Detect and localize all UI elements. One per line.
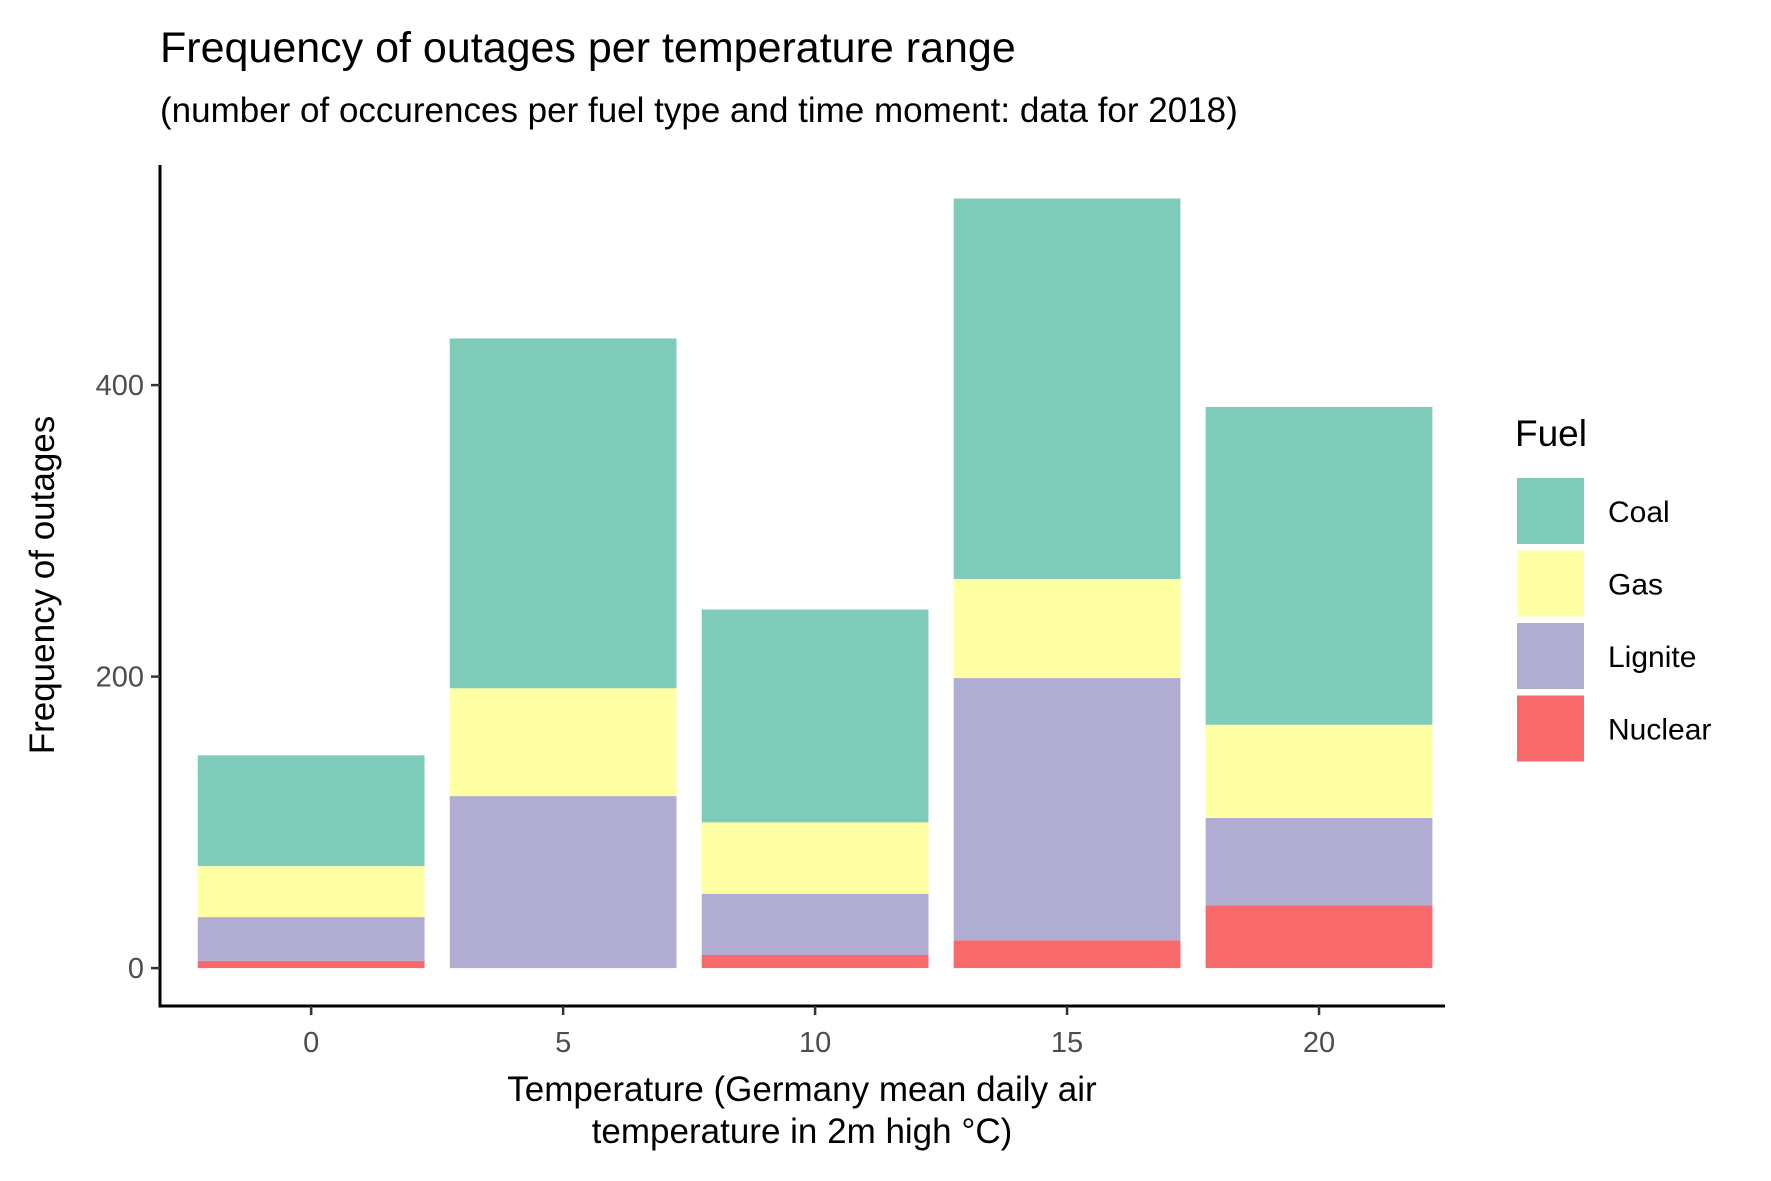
y-tick-label-200: 200 xyxy=(96,662,144,694)
bar-lignite-0 xyxy=(197,917,425,961)
legend-label-gas: Gas xyxy=(1608,569,1663,602)
x-tick-label-0: 0 xyxy=(303,1027,319,1059)
legend-title: Fuel xyxy=(1515,413,1587,454)
bar-lignite-15 xyxy=(953,678,1181,941)
legend-swatch-gas xyxy=(1517,550,1584,617)
bar-coal-5 xyxy=(449,338,677,689)
x-tick-label-5: 5 xyxy=(555,1027,571,1059)
legend-label-nuclear: Nuclear xyxy=(1608,714,1711,747)
bar-nuclear-15 xyxy=(953,940,1181,969)
x-axis-title-line-2: temperature in 2m high °C) xyxy=(592,1112,1013,1151)
bar-gas-10 xyxy=(701,822,929,894)
legend: Fuel Coal Gas Lignite Nuclear xyxy=(1515,413,1711,762)
bar-coal-0 xyxy=(197,755,425,867)
bar-coal-10 xyxy=(701,609,929,823)
bars-group xyxy=(197,198,1433,969)
bar-nuclear-0 xyxy=(197,960,425,969)
y-tick-label-400: 400 xyxy=(96,370,144,402)
x-tick-label-20: 20 xyxy=(1303,1027,1335,1059)
legend-label-coal: Coal xyxy=(1608,496,1670,529)
x-tick-label-10: 10 xyxy=(799,1027,831,1059)
legend-label-lignite: Lignite xyxy=(1608,641,1696,674)
bar-gas-15 xyxy=(953,578,1181,679)
bar-lignite-20 xyxy=(1205,817,1433,906)
bar-coal-20 xyxy=(1205,406,1433,725)
bar-gas-20 xyxy=(1205,724,1433,818)
legend-swatch-nuclear xyxy=(1517,695,1584,762)
bar-nuclear-20 xyxy=(1205,905,1433,969)
chart-title: Frequency of outages per temperature ran… xyxy=(160,24,1016,72)
bar-nuclear-10 xyxy=(701,954,929,969)
axes-group: 0 200 400 0 5 10 15 20 xyxy=(96,165,1445,1059)
legend-swatch-coal xyxy=(1517,478,1584,544)
chart-subtitle: (number of occurences per fuel type and … xyxy=(160,91,1238,130)
x-tick-label-15: 15 xyxy=(1051,1027,1083,1059)
bar-lignite-5 xyxy=(449,796,677,969)
x-axis-title-line-1: Temperature (Germany mean daily air xyxy=(507,1070,1097,1109)
bar-lignite-10 xyxy=(701,893,929,955)
y-tick-label-0: 0 xyxy=(128,953,144,985)
bar-gas-5 xyxy=(449,688,677,797)
bar-gas-0 xyxy=(197,866,425,918)
legend-swatch-lignite xyxy=(1517,623,1584,689)
y-axis-title: Frequency of outages xyxy=(23,416,62,755)
bar-coal-15 xyxy=(953,198,1181,579)
